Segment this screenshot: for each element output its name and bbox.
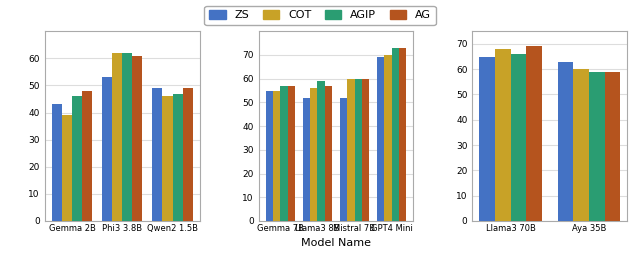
Bar: [573, 69, 589, 221]
Bar: [557, 62, 573, 221]
Bar: [325, 86, 332, 221]
Bar: [526, 46, 542, 221]
Bar: [132, 56, 142, 221]
Legend: ZS, COT, AGIP, AG: ZS, COT, AGIP, AG: [204, 5, 436, 25]
Bar: [399, 48, 406, 221]
Bar: [266, 90, 273, 221]
Bar: [280, 86, 288, 221]
Bar: [82, 91, 92, 221]
Bar: [340, 98, 347, 221]
Bar: [288, 86, 295, 221]
Bar: [392, 48, 399, 221]
Bar: [62, 115, 72, 221]
Bar: [122, 53, 132, 221]
Bar: [52, 105, 62, 221]
Bar: [355, 79, 362, 221]
Bar: [273, 90, 280, 221]
Bar: [303, 98, 310, 221]
Bar: [495, 49, 511, 221]
Bar: [347, 79, 355, 221]
X-axis label: Model Name: Model Name: [301, 238, 371, 248]
Bar: [163, 96, 173, 221]
Bar: [310, 88, 317, 221]
Bar: [479, 56, 495, 221]
Bar: [152, 88, 163, 221]
Bar: [102, 77, 112, 221]
Bar: [72, 96, 82, 221]
Bar: [511, 54, 526, 221]
Bar: [182, 88, 193, 221]
Bar: [173, 94, 182, 221]
Bar: [377, 57, 384, 221]
Bar: [384, 55, 392, 221]
Bar: [362, 79, 369, 221]
Bar: [605, 72, 620, 221]
Bar: [112, 53, 122, 221]
Bar: [317, 81, 325, 221]
Bar: [589, 72, 605, 221]
